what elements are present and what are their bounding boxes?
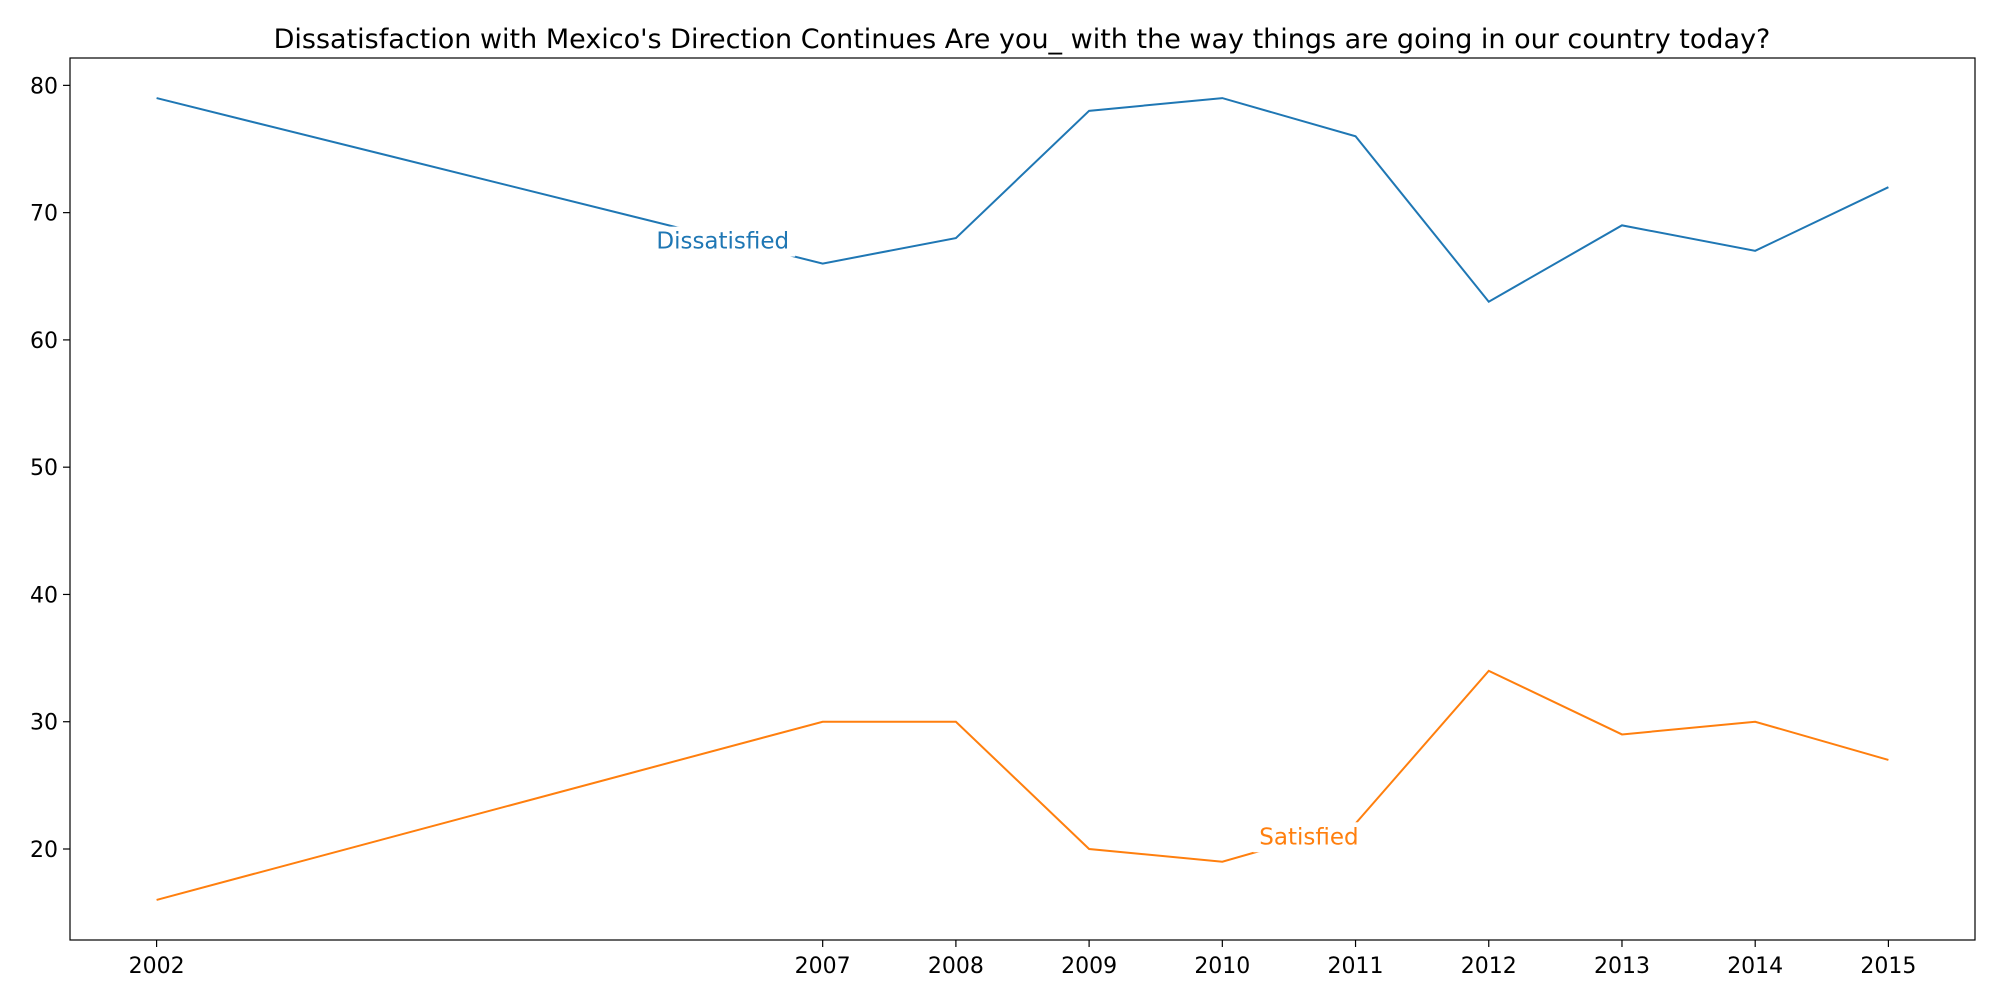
x-tick-label: 2011 bbox=[1328, 954, 1384, 979]
x-tick-label: 2014 bbox=[1727, 954, 1783, 979]
series-label-dissatisfied: Dissatisfied bbox=[656, 229, 789, 255]
series-line-satisfied bbox=[156, 669, 1889, 901]
y-tick-label: 20 bbox=[30, 838, 58, 863]
y-axis: 20 30 40 50 60 70 80 bbox=[30, 74, 70, 863]
x-tick-label: 2007 bbox=[795, 954, 851, 979]
series-label-satisfied: Satisfied bbox=[1259, 824, 1358, 850]
y-tick-label: 70 bbox=[30, 202, 58, 227]
y-tick-label: 60 bbox=[30, 329, 58, 354]
series-group: Dissatisfied Satisfied bbox=[156, 97, 1889, 901]
x-tick-label: 2008 bbox=[928, 954, 984, 979]
chart-title: Dissatisfaction with Mexico's Direction … bbox=[274, 24, 1771, 55]
x-tick-label: 2002 bbox=[129, 954, 185, 979]
x-tick-label: 2009 bbox=[1061, 954, 1117, 979]
y-tick-label: 40 bbox=[30, 583, 58, 608]
x-tick-label: 2010 bbox=[1194, 954, 1250, 979]
x-tick-label: 2015 bbox=[1860, 954, 1916, 979]
series-label-background bbox=[1253, 822, 1365, 853]
y-tick-label: 50 bbox=[30, 456, 58, 481]
y-tick-label: 80 bbox=[30, 74, 58, 99]
x-tick-label: 2013 bbox=[1594, 954, 1650, 979]
y-tick-label: 30 bbox=[30, 711, 58, 736]
x-axis: 2002 2007 2008 2009 2010 2011 2012 2013 2014 2015 bbox=[129, 940, 1916, 979]
series-label-background bbox=[650, 226, 796, 257]
x-tick-label: 2012 bbox=[1461, 954, 1517, 979]
plot-frame bbox=[69, 57, 1976, 941]
series-line-dissatisfied bbox=[156, 97, 1889, 304]
